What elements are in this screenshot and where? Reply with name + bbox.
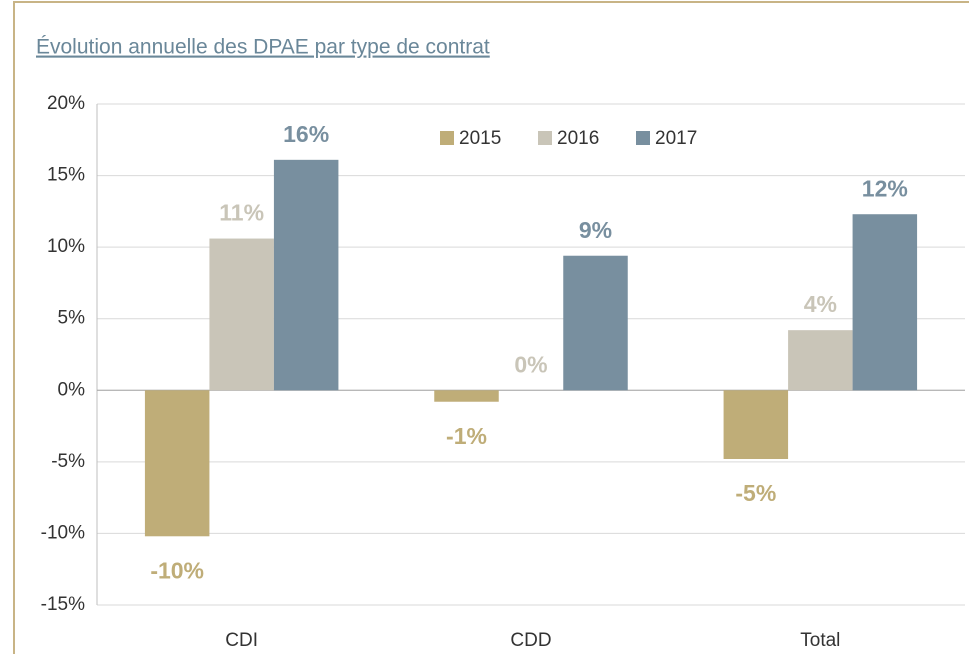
bar <box>273 159 339 391</box>
y-tick-label: -15% <box>41 594 85 615</box>
bar <box>144 390 210 537</box>
value-label: 16% <box>283 121 329 147</box>
y-tick-label: 0% <box>58 379 86 400</box>
value-label: -1% <box>446 423 487 449</box>
x-tick-label: Total <box>800 630 840 651</box>
value-label: 11% <box>219 200 264 226</box>
value-label: 12% <box>862 175 908 201</box>
x-tick-label: CDD <box>510 630 551 651</box>
bar <box>209 238 274 391</box>
value-label: 9% <box>579 217 612 243</box>
value-label: 0% <box>514 351 547 377</box>
bar <box>788 330 853 391</box>
legend-label: 2016 <box>557 128 599 149</box>
value-label: -10% <box>150 557 204 583</box>
value-label: 4% <box>804 291 837 317</box>
y-tick-label: -5% <box>51 451 85 472</box>
legend-swatch <box>440 131 454 145</box>
y-tick-label: -10% <box>41 522 85 543</box>
bar <box>852 214 918 391</box>
frame <box>13 1 969 654</box>
bar <box>563 255 628 391</box>
x-tick-label: CDI <box>225 630 258 651</box>
legend-swatch <box>538 131 552 145</box>
bar <box>434 390 499 402</box>
chart-title: Évolution annuelle des DPAE par type de … <box>36 36 490 59</box>
bar <box>723 390 789 459</box>
y-tick-label: 10% <box>47 236 85 257</box>
y-tick-label: 15% <box>47 165 85 186</box>
y-tick-label: 20% <box>47 93 85 114</box>
legend-label: 2015 <box>459 128 501 149</box>
legend-label: 2017 <box>655 128 697 149</box>
legend-swatch <box>636 131 650 145</box>
value-label: -5% <box>735 480 776 506</box>
y-tick-label: 5% <box>58 308 86 329</box>
